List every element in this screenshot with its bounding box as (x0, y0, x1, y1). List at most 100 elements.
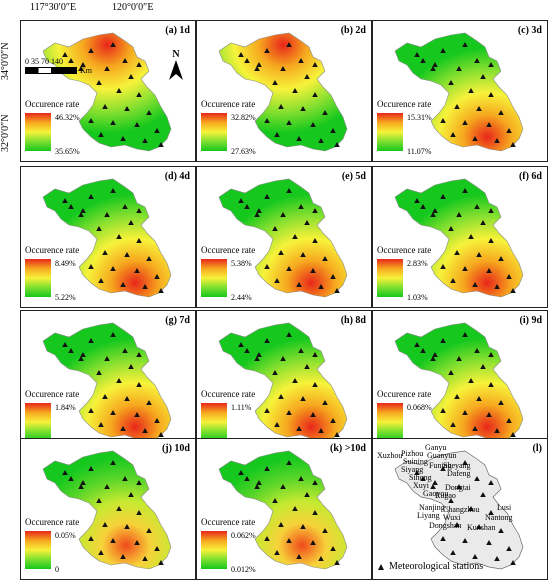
station-marker (300, 106, 306, 111)
station-marker (110, 42, 116, 47)
station-marker (78, 356, 84, 361)
station-marker (476, 252, 482, 257)
station-marker (122, 204, 128, 209)
station-marker (286, 460, 292, 465)
legend-min: 1.03% (407, 293, 428, 302)
occurrence-map (218, 450, 348, 570)
color-ramp (377, 113, 403, 151)
legend-max: 0.05% (55, 531, 76, 540)
station-marker (462, 120, 468, 125)
station-marker (280, 66, 286, 71)
station-marker (462, 42, 468, 47)
station-marker (256, 480, 262, 485)
station-marker (474, 476, 480, 481)
station-marker (254, 484, 260, 489)
station-marker (264, 466, 270, 471)
station-marker (264, 194, 270, 199)
station-marker (322, 110, 328, 115)
station-marker (264, 408, 270, 413)
scale-unit: Km (80, 66, 92, 75)
station-marker (430, 212, 436, 217)
station-marker (244, 204, 250, 209)
station-marker (264, 48, 270, 53)
legend-max: 2.83% (407, 259, 428, 268)
station-marker (480, 492, 486, 497)
station-marker (440, 264, 446, 269)
station-marker (96, 226, 102, 231)
station-marker (472, 136, 478, 141)
panel-label: (g) 7d (165, 315, 190, 326)
legend-title: Occurence rate (25, 389, 80, 399)
station-marker (330, 418, 336, 423)
station-marker (310, 268, 316, 273)
color-ramp (201, 531, 227, 569)
station-marker (334, 142, 340, 147)
station-marker (312, 382, 318, 387)
station-marker (280, 356, 286, 361)
station-marker (304, 364, 310, 369)
station-marker (110, 410, 116, 415)
map-panel-10: (j) 10d Occurence rate 0.05% 0 (20, 438, 196, 580)
station-marker (432, 480, 438, 485)
station-marker (296, 426, 302, 431)
station-marker (440, 338, 446, 343)
station-marker (494, 138, 500, 143)
station-marker (310, 122, 316, 127)
station-marker (110, 188, 116, 193)
station-marker (510, 288, 516, 293)
station-marker (98, 132, 104, 137)
station-marker (134, 412, 140, 417)
occurrence-map (394, 32, 524, 152)
station-marker (136, 382, 142, 387)
station-marker (88, 536, 94, 541)
station-marker (154, 128, 160, 133)
station-marker (88, 118, 94, 123)
station-marker (286, 42, 292, 47)
station-marker (456, 212, 462, 217)
station-marker (256, 352, 262, 357)
map-panel-6: (f) 6d Occurence rate 2.83% 1.03% (372, 166, 548, 308)
station-marker (278, 394, 284, 399)
station-label: Suining (403, 457, 428, 466)
station-marker (136, 480, 142, 485)
occurrence-map (42, 32, 172, 152)
station-marker (506, 128, 512, 133)
station-marker (322, 256, 328, 261)
station-marker (122, 476, 128, 481)
station-marker (472, 426, 478, 431)
station-marker (420, 58, 426, 63)
legend-title: Occurence rate (25, 517, 80, 527)
station-marker (98, 278, 104, 283)
legend-max: 8.49% (55, 259, 76, 268)
station-marker (488, 480, 494, 485)
north-label: N (172, 49, 180, 60)
color-ramp (377, 403, 403, 441)
station-marker (272, 370, 278, 375)
station-marker (104, 484, 110, 489)
station-label: Siyang (401, 465, 424, 474)
color-ramp (201, 113, 227, 151)
station-marker (292, 234, 298, 239)
station-marker (472, 554, 478, 559)
legend-title: Occurence rate (201, 517, 256, 527)
panel-label: (j) 10d (161, 443, 190, 454)
province-shape (42, 322, 172, 442)
station-marker (318, 556, 324, 561)
station-marker (506, 274, 512, 279)
legend-min: 11.07% (407, 147, 432, 156)
station-marker (440, 48, 446, 53)
station-marker (468, 378, 474, 383)
station-marker (300, 252, 306, 257)
station-marker (68, 348, 74, 353)
station-marker (420, 476, 426, 481)
station-marker (454, 250, 460, 255)
station-marker (454, 104, 460, 109)
station-marker (120, 136, 126, 141)
station-marker (486, 412, 492, 417)
station-marker (318, 428, 324, 433)
station-marker (474, 348, 480, 353)
station-marker (334, 288, 340, 293)
station-marker (430, 66, 436, 71)
